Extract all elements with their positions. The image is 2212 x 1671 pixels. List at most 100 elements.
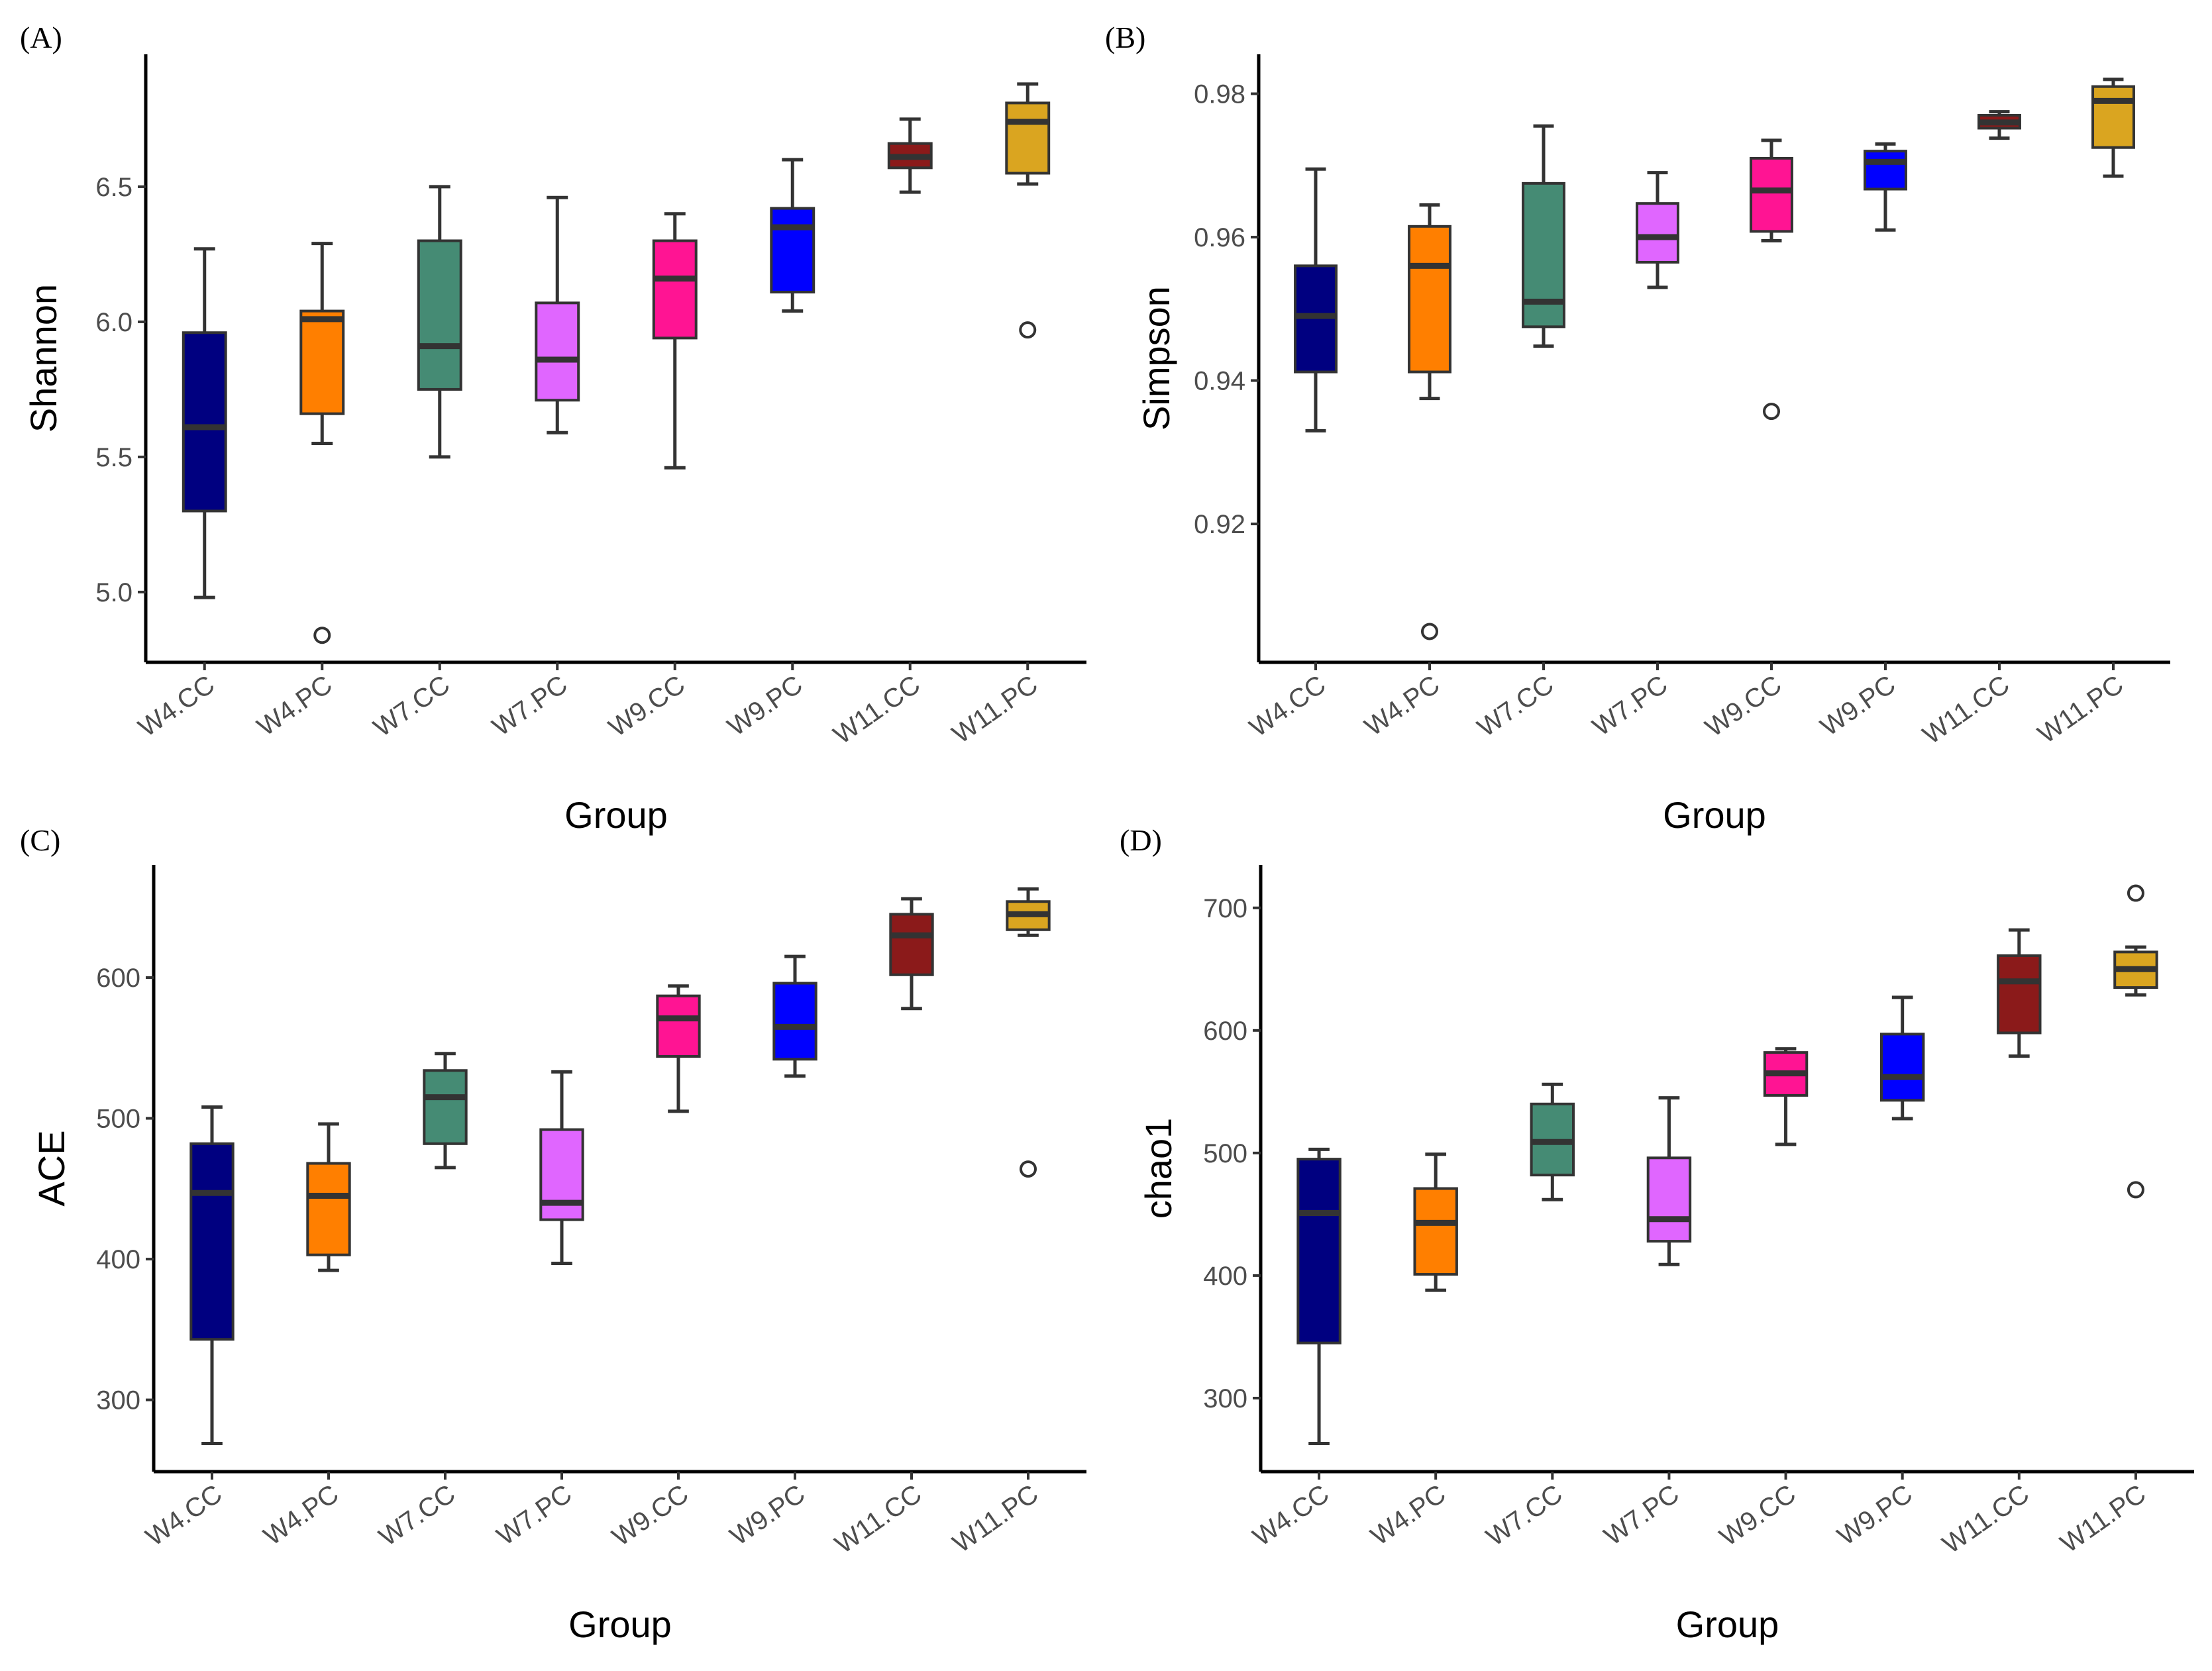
box-body bbox=[2091, 85, 2135, 149]
x-axis-title: Group bbox=[1663, 794, 1766, 836]
y-tick-label: 0.96 bbox=[1194, 223, 1245, 252]
y-axis-title: Shannon bbox=[23, 284, 64, 432]
box-body bbox=[423, 1069, 468, 1145]
box-w9-cc bbox=[1763, 1047, 1809, 1146]
box-body bbox=[1864, 150, 1907, 191]
panel-c: (C) 300 400 500 600 ACE W4.CC W4.PC W7.CC W7.PC W9… bbox=[20, 823, 1086, 1645]
x-tick-label: W7.CC bbox=[1472, 670, 1559, 742]
box-w11-pc bbox=[1005, 82, 1051, 339]
box-w4-cc bbox=[1294, 167, 1338, 432]
x-tick-label: W11.PC bbox=[947, 670, 1043, 749]
box-w11-pc bbox=[1006, 887, 1051, 1178]
box-w9-pc bbox=[772, 954, 817, 1078]
box-w9-cc bbox=[1750, 138, 1793, 421]
box-body bbox=[652, 239, 698, 340]
box-body bbox=[417, 239, 462, 391]
box-w9-pc bbox=[770, 158, 816, 313]
box-body bbox=[1522, 181, 1565, 329]
box-w9-pc bbox=[1879, 995, 1925, 1121]
y-tick-label: 5.0 bbox=[95, 578, 132, 607]
box-body bbox=[299, 309, 345, 415]
box-w7-pc bbox=[535, 195, 580, 434]
x-tick-label: W9.PC bbox=[725, 1479, 810, 1551]
box-w11-cc bbox=[887, 117, 933, 194]
x-tick-label: W4.PC bbox=[1365, 1479, 1451, 1551]
box-w9-cc bbox=[656, 984, 701, 1113]
panel-label: (B) bbox=[1105, 21, 1145, 54]
box-body bbox=[1636, 202, 1679, 264]
box-body bbox=[1997, 954, 2042, 1035]
x-tick-label: W4.CC bbox=[1244, 670, 1331, 742]
x-tick-label: W4.CC bbox=[140, 1479, 227, 1552]
panel-a: (A) 5.0 5.5 6.0 6.5 Shannon W4.CC W4.PC W7.CC W7.… bbox=[20, 21, 1086, 836]
y-tick-label: 300 bbox=[96, 1386, 140, 1415]
outlier-point bbox=[1763, 403, 1780, 421]
x-tick-label: W7.CC bbox=[1481, 1479, 1568, 1552]
box-w7-pc bbox=[1636, 171, 1679, 289]
outlier-point bbox=[1421, 623, 1438, 640]
box-body bbox=[539, 1128, 584, 1221]
x-tick-label: W9.CC bbox=[1714, 1479, 1801, 1552]
box-body bbox=[535, 301, 580, 402]
box-w11-cc bbox=[1997, 928, 2042, 1058]
x-tick-label: W7.PC bbox=[487, 670, 572, 742]
box-w7-cc bbox=[417, 185, 462, 459]
x-tick-label: W11.CC bbox=[828, 670, 925, 750]
box-w7-pc bbox=[1646, 1096, 1692, 1266]
box-body bbox=[772, 982, 817, 1061]
y-tick-label: 0.98 bbox=[1194, 80, 1245, 109]
panel-b: (B) 0.92 0.94 0.96 0.98 Simpson W4.CC W4.PC W7.C… bbox=[1105, 21, 2170, 836]
y-tick-label: 600 bbox=[96, 964, 140, 993]
box-body bbox=[889, 913, 934, 976]
y-tick-label: 500 bbox=[1203, 1139, 1247, 1168]
outlier-point bbox=[2127, 884, 2144, 902]
y-tick-label: 700 bbox=[1203, 894, 1247, 923]
box-body bbox=[1408, 225, 1451, 374]
panel-label: (A) bbox=[20, 21, 62, 54]
outlier-point bbox=[1020, 1160, 1037, 1178]
y-tick-label: 0.92 bbox=[1194, 510, 1245, 539]
x-tick-label: W9.PC bbox=[1832, 1479, 1918, 1551]
x-tick-label: W9.PC bbox=[1815, 670, 1901, 742]
x-axis-title: Group bbox=[568, 1603, 672, 1645]
y-tick-label: 400 bbox=[1203, 1262, 1247, 1291]
x-tick-label: W7.CC bbox=[374, 1479, 460, 1552]
box-w4-pc bbox=[1413, 1152, 1458, 1292]
box-body bbox=[182, 331, 227, 513]
box-body bbox=[1750, 156, 1793, 233]
x-tick-label: W11.PC bbox=[2055, 1479, 2151, 1558]
x-axis-title: Group bbox=[564, 794, 668, 836]
box-w11-cc bbox=[1977, 110, 2021, 140]
y-tick-label: 400 bbox=[96, 1245, 140, 1274]
box-w4-cc bbox=[189, 1105, 235, 1445]
box-body bbox=[1005, 101, 1051, 175]
x-axis-title: Group bbox=[1676, 1603, 1779, 1645]
x-tick-label: W11.PC bbox=[2032, 670, 2129, 749]
x-tick-label: W7.CC bbox=[368, 670, 455, 742]
x-tick-label: W4.PC bbox=[1359, 670, 1445, 742]
box-w11-cc bbox=[889, 897, 934, 1011]
x-tick-label: W11.CC bbox=[830, 1479, 927, 1559]
x-tick-label: W7.PC bbox=[1599, 1479, 1685, 1551]
box-w9-pc bbox=[1864, 142, 1907, 232]
box-w4-pc bbox=[306, 1122, 351, 1272]
x-tick-label: W9.PC bbox=[722, 670, 808, 742]
x-tick-label: W11.PC bbox=[947, 1479, 1043, 1558]
box-body bbox=[1879, 1033, 1925, 1102]
box-w11-pc bbox=[2113, 884, 2158, 1199]
box-w9-cc bbox=[652, 212, 698, 470]
panel-label: (C) bbox=[20, 823, 60, 857]
panel-d: (D) 300 400 500 600 700 chao1 W4.CC W4.PC W7.CC W7… bbox=[1120, 823, 2194, 1645]
y-tick-label: 5.5 bbox=[95, 443, 132, 472]
box-body bbox=[1296, 1158, 1342, 1344]
y-axis-title: ACE bbox=[30, 1130, 72, 1206]
box-w7-cc bbox=[1522, 124, 1565, 348]
x-tick-label: W7.PC bbox=[1587, 670, 1673, 742]
box-body bbox=[189, 1142, 235, 1341]
box-body bbox=[1413, 1187, 1458, 1276]
box-w11-pc bbox=[2091, 77, 2135, 178]
x-tick-label: W4.CC bbox=[133, 670, 220, 742]
panel-label: (D) bbox=[1120, 823, 1162, 857]
x-tick-label: W9.CC bbox=[604, 670, 690, 742]
box-w4-cc bbox=[182, 247, 227, 599]
